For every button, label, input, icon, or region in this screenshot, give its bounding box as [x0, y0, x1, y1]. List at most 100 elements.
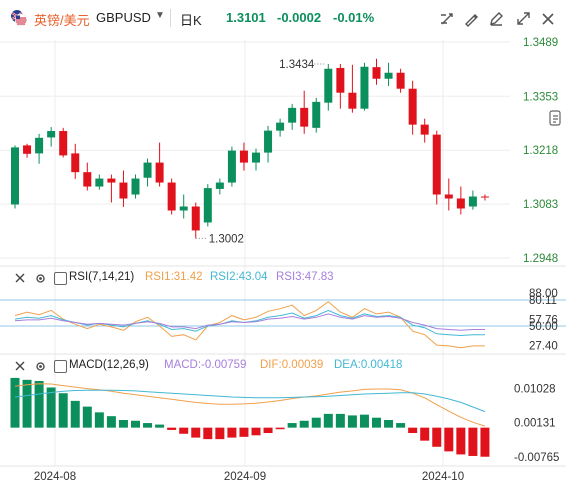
candle-body [252, 152, 260, 163]
macd-histogram-bar [251, 427, 261, 436]
candle-body [59, 131, 68, 156]
chart-header: 英镑/美元 GBPUSD ▼ 日K 1.3101 -0.0002 -0.01% [0, 0, 566, 36]
y-tick-label: 1.3353 [523, 91, 558, 103]
gridlines [0, 40, 566, 467]
macd-histogram-bar [480, 427, 490, 457]
y-tick-label: 1.3218 [523, 145, 558, 157]
macd-histogram-bar [118, 420, 128, 428]
macd-histogram-bar [227, 427, 237, 438]
macd-histogram-bar [323, 413, 333, 428]
rsi-pane [0, 299, 566, 349]
gear-icon[interactable] [34, 360, 47, 373]
rsi-line-rsi1 [14, 301, 485, 349]
pen-icon[interactable] [486, 10, 506, 28]
macd-tick-label: 0.01028 [514, 383, 556, 395]
macd-tick-label: 0.00131 [514, 418, 556, 430]
candle-body [456, 198, 465, 209]
candle-body [23, 145, 32, 154]
y-tick-label: 1.2948 [523, 253, 558, 265]
macd-histogram-bar [239, 427, 249, 437]
macd-histogram-bar [22, 379, 32, 428]
close-pane-icon[interactable] [14, 272, 26, 284]
rsi-title: RSI(7,14,21) [69, 271, 135, 283]
candle-body [336, 67, 345, 93]
candle-body [131, 178, 140, 195]
chevron-down-icon[interactable]: ▼ [155, 10, 165, 21]
close-pane-icon[interactable] [14, 360, 26, 372]
x-tick-label: 2024-08 [34, 471, 76, 483]
axes: 1.3489 1.3353 1.3218 1.3083 1.2948 2024-08 202… [34, 37, 560, 483]
candle-body [348, 92, 357, 109]
macd-histogram-bar [131, 420, 140, 428]
dif-value: DIF:0.00039 [260, 359, 324, 371]
close-icon[interactable] [538, 10, 558, 28]
candle-body [480, 196, 489, 198]
symbol-name[interactable]: 英镑/美元 [34, 13, 90, 28]
header-divider [170, 9, 171, 27]
gear-icon[interactable] [34, 272, 47, 285]
price-pane: 1.3434 1.3002 [11, 58, 489, 245]
price-change-pct: -0.01% [333, 10, 375, 25]
low-price-label: 1.3002 [209, 233, 244, 245]
macd-histogram-bar [432, 427, 442, 447]
macd-histogram-bar [70, 400, 80, 428]
macd-histogram-bar [191, 427, 201, 438]
candle-body [191, 206, 200, 231]
macd-histogram-bar [347, 415, 357, 428]
rsi-tick-label: 88.00 [529, 288, 558, 300]
candle-body [179, 206, 188, 211]
macd-histogram-bar [408, 427, 418, 434]
macd-histogram-bar [167, 427, 177, 430]
macd-histogram-bar [384, 420, 394, 428]
price-change: -0.0002 [277, 10, 322, 25]
macd-histogram-bar [311, 417, 321, 428]
candle-body [408, 88, 417, 125]
fullscreen-icon[interactable] [514, 10, 534, 28]
candle-body [396, 72, 405, 89]
candle-body [119, 182, 128, 199]
macd-histogram-bar [10, 377, 20, 428]
candle-body [432, 134, 441, 195]
candle-body [203, 188, 212, 223]
draw-icon[interactable] [462, 10, 482, 28]
macd-histogram-bar [420, 427, 430, 441]
macd-histogram-bar [372, 417, 381, 428]
macd-histogram-bar [46, 387, 56, 428]
symbol-code[interactable]: GBPUSD [96, 10, 151, 25]
period-selector[interactable]: 日K [180, 13, 202, 28]
candle-body [11, 147, 19, 205]
candle-body [312, 101, 321, 128]
macd-histogram-bar [58, 393, 68, 428]
macd-line-dif [14, 383, 486, 427]
candle-body [324, 68, 333, 103]
macd-tick-label: -0.00765 [514, 452, 559, 464]
candle-body [300, 107, 309, 127]
rsi-tick-label: 80.11 [529, 295, 557, 307]
last-price: 1.3101 [226, 10, 266, 25]
macd-title: MACD(12,26,9) [69, 359, 149, 371]
toggle-checkbox[interactable] [54, 360, 67, 373]
measure-icon[interactable] [438, 10, 458, 28]
macd-histogram-bar [155, 424, 165, 428]
candle-body [143, 162, 152, 178]
candle-body [167, 182, 176, 211]
candle-body [384, 72, 393, 79]
candle-body [288, 107, 297, 123]
refresh-icon[interactable] [548, 110, 564, 128]
candle-body [215, 182, 224, 189]
y-tick-label: 1.3083 [523, 199, 558, 211]
macd-histogram-bar [179, 427, 189, 434]
rsi-tick-label: 57.76 [529, 314, 558, 326]
rsi3-value: RSI3:47.83 [276, 271, 334, 283]
candle-body [155, 162, 164, 183]
macd-histogram-bar [335, 413, 345, 428]
high-price-label: 1.3434 [279, 59, 315, 71]
macd-histogram-bar [143, 423, 153, 428]
macd-histogram-bar [94, 412, 104, 428]
macd-histogram-bar [456, 427, 466, 455]
toggle-checkbox[interactable] [54, 272, 67, 285]
macd-line-dea [14, 389, 486, 413]
candle-body [95, 178, 104, 187]
